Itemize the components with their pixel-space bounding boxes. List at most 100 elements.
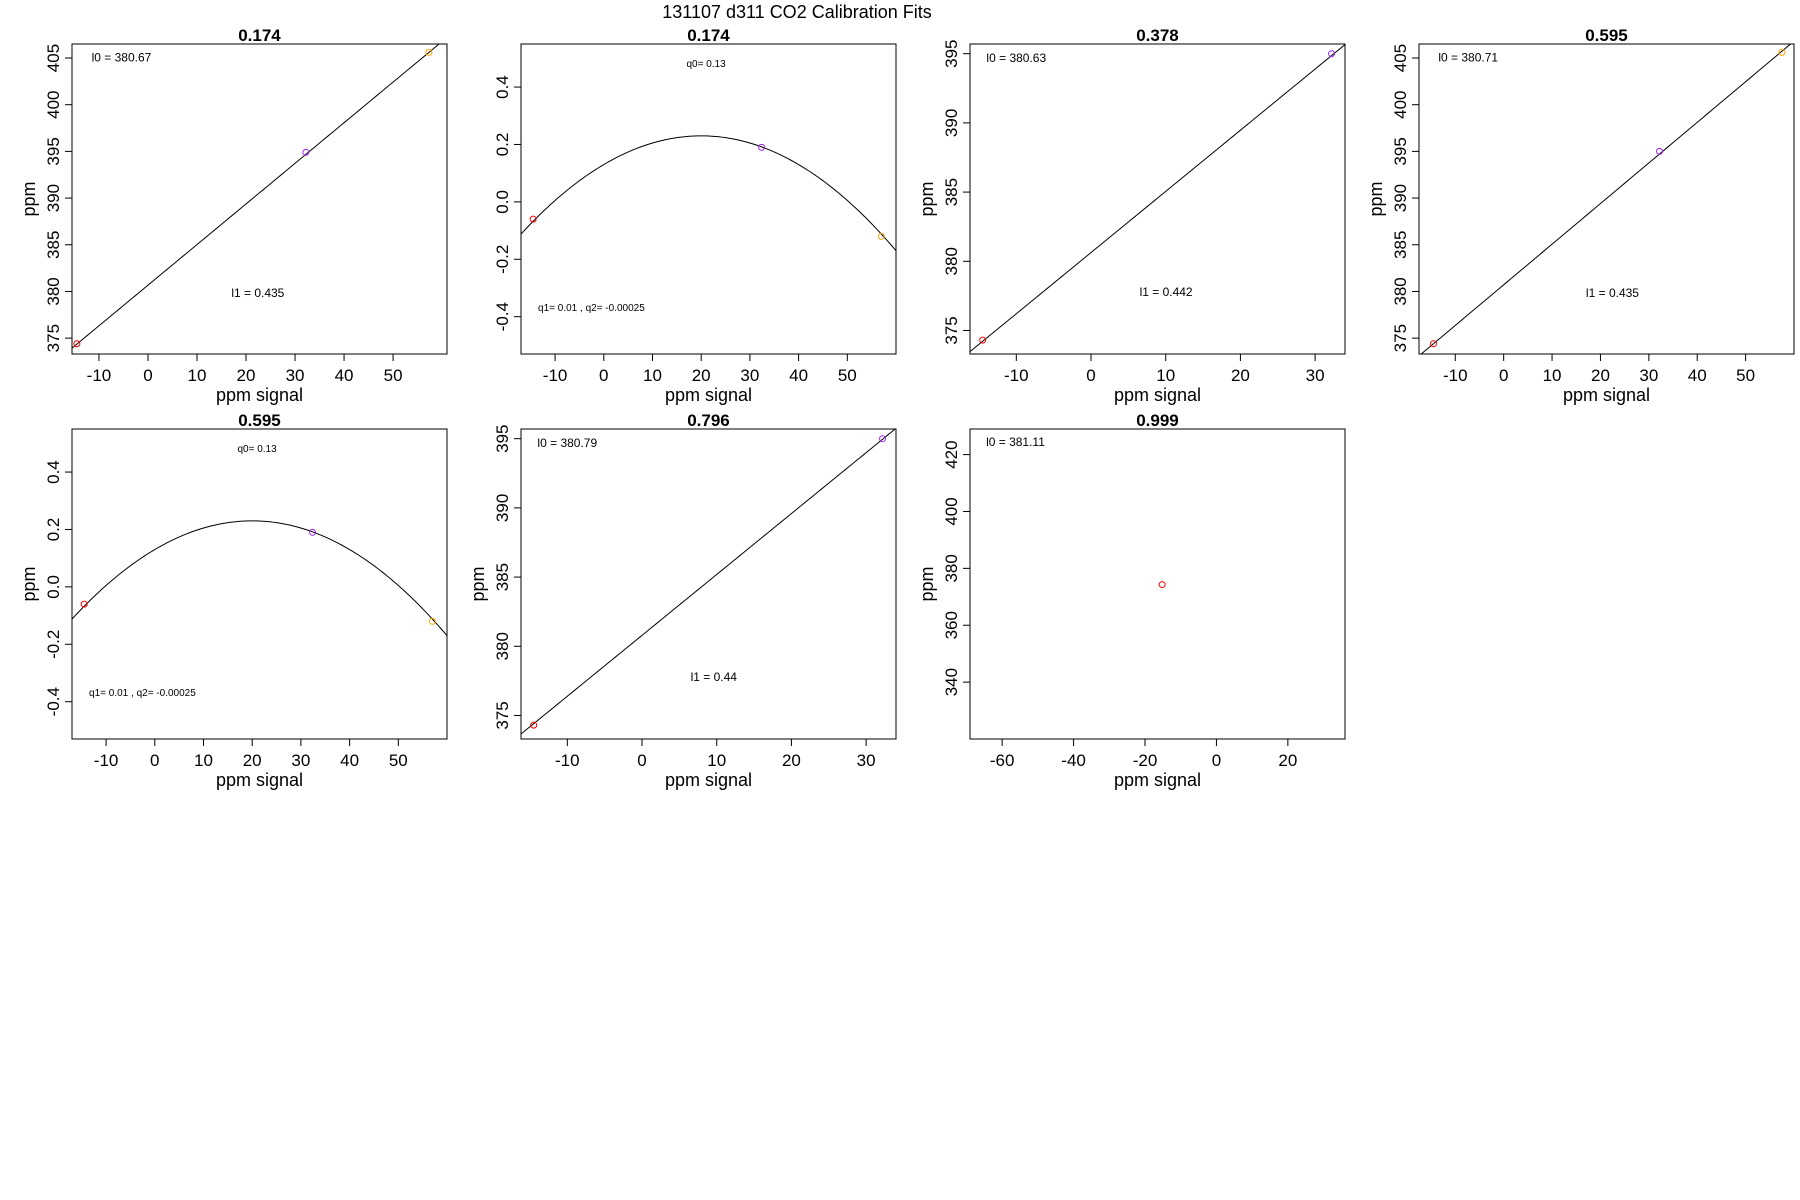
y-axis-label: ppm	[1366, 181, 1386, 216]
x-tick-label: 30	[291, 751, 310, 770]
y-axis-label: ppm	[917, 566, 937, 601]
x-axis-label: ppm signal	[665, 385, 752, 405]
x-tick-label: -40	[1061, 751, 1086, 770]
y-tick-label: 390	[1391, 184, 1410, 212]
y-tick-label: 0.2	[493, 133, 512, 157]
y-tick-label: -0.4	[44, 687, 63, 716]
chart-panel-1: 0.174 -10 0 10 20 30 40 50 375 380 385 390 395 400 405…	[19, 26, 448, 405]
fit-annotation: l0 = 380.71	[1438, 51, 1498, 65]
y-tick-label: 395	[44, 137, 63, 165]
x-tick-label: 0	[143, 366, 152, 385]
fit-line	[521, 429, 896, 735]
y-tick-label: 375	[44, 324, 63, 352]
data-point	[1158, 581, 1166, 589]
chart-panel-3: 0.378 -10 0 10 20 30 375 380 385 390 395 ppm signal…	[917, 26, 1346, 405]
y-axis-label: ppm	[19, 566, 39, 601]
data-point	[529, 215, 537, 223]
plot-frame	[969, 428, 1346, 740]
plot-frame	[969, 43, 1346, 355]
data-point	[1328, 50, 1336, 58]
x-tick-label: 20	[692, 366, 711, 385]
x-tick-label: 50	[384, 366, 403, 385]
x-tick-label: -10	[1004, 366, 1029, 385]
chart-panel-4: 0.595 -10 0 10 20 30 40 50 375 380 385 390 395 400 405…	[1366, 26, 1795, 405]
y-tick-label: -0.2	[493, 245, 512, 274]
x-axis-label: ppm signal	[216, 770, 303, 790]
y-tick-label: 400	[44, 91, 63, 119]
fit-annotation: q0= 0.13	[686, 59, 726, 70]
y-tick-label: 390	[493, 494, 512, 522]
data-point	[1430, 340, 1438, 348]
y-tick-label: 385	[942, 178, 961, 206]
x-tick-label: 50	[838, 366, 857, 385]
y-tick-label: 380	[1391, 277, 1410, 305]
data-point	[877, 232, 885, 240]
fit-annotation: l0 = 380.79	[537, 436, 597, 450]
y-tick-label: 385	[493, 563, 512, 591]
y-tick-label: -0.4	[493, 302, 512, 331]
y-tick-label: -0.2	[44, 630, 63, 659]
fit-annotation: l0 = 380.67	[92, 51, 152, 65]
x-axis-label: ppm signal	[1114, 385, 1201, 405]
y-tick-label: 395	[1391, 137, 1410, 165]
data-point	[1778, 48, 1786, 56]
y-tick-label: 390	[942, 109, 961, 137]
fit-line	[1420, 44, 1792, 354]
y-tick-label: 375	[942, 316, 961, 344]
x-axis-label: ppm signal	[1114, 770, 1201, 790]
x-axis-label: ppm signal	[1563, 385, 1650, 405]
data-point	[879, 435, 887, 443]
y-tick-label: 0.0	[493, 190, 512, 214]
chart-panel-7: 0.999 -60 -40 -20 0 20 340 360 380 400 420 ppm sign…	[917, 411, 1346, 790]
panel-title: 0.378	[1136, 26, 1179, 45]
y-tick-label: 375	[1391, 324, 1410, 352]
x-tick-label: 20	[1231, 366, 1250, 385]
x-tick-label: 40	[335, 366, 354, 385]
data-point	[530, 721, 538, 729]
x-tick-label: 10	[1543, 366, 1562, 385]
fit-annotation: l1 = 0.435	[231, 286, 284, 300]
fit-annotation: l1 = 0.435	[1586, 286, 1639, 300]
fit-annotation: l1 = 0.442	[1140, 285, 1193, 299]
fit-line	[72, 44, 440, 349]
plot-frame	[520, 43, 897, 355]
panels: 0.174-10 0 10 20 30 40 50375380385390395400405…	[19, 26, 1795, 790]
x-tick-label: -10	[94, 751, 119, 770]
x-tick-label: -10	[543, 366, 568, 385]
y-tick-label: 390	[44, 184, 63, 212]
x-tick-label: 0	[1086, 366, 1095, 385]
data-point	[428, 617, 436, 625]
y-tick-label: 405	[1391, 44, 1410, 72]
plot-frame	[71, 43, 448, 355]
x-tick-label: 0	[1499, 366, 1508, 385]
fit-annotation: l0 = 381.11	[986, 435, 1045, 449]
y-tick-label: 400	[1391, 91, 1410, 119]
x-tick-label: 10	[194, 751, 213, 770]
y-tick-label: 380	[942, 247, 961, 275]
y-tick-label: 380	[493, 632, 512, 660]
x-tick-label: -10	[555, 751, 580, 770]
x-tick-label: 30	[1306, 366, 1325, 385]
y-tick-label: 420	[942, 440, 961, 468]
y-tick-label: 395	[942, 40, 961, 68]
x-tick-label: -60	[990, 751, 1015, 770]
fit-annotation: q1= 0.01 , q2= -0.00025	[538, 303, 645, 314]
chart-panel-5: 0.595 -10 0 10 20 30 40 50 -0.4 -0.2 0.0 0.2 0.4 ppm …	[19, 411, 448, 790]
y-tick-label: 0.2	[44, 518, 63, 542]
x-tick-label: 30	[740, 366, 759, 385]
plot-frame	[520, 428, 897, 740]
fit-annotation: q1= 0.01 , q2= -0.00025	[89, 688, 196, 699]
x-tick-label: 20	[1278, 751, 1297, 770]
x-tick-label: 50	[389, 751, 408, 770]
x-tick-label: 20	[237, 366, 256, 385]
panel-title: 0.174	[687, 26, 730, 45]
fit-line	[72, 520, 447, 637]
x-tick-label: 10	[643, 366, 662, 385]
y-tick-label: 385	[44, 231, 63, 259]
data-point	[309, 528, 317, 536]
y-tick-label: 375	[493, 701, 512, 729]
x-tick-label: 20	[243, 751, 262, 770]
x-tick-label: 0	[150, 751, 159, 770]
suptitle: 131107 d311 CO2 Calibration Fits	[662, 2, 932, 22]
